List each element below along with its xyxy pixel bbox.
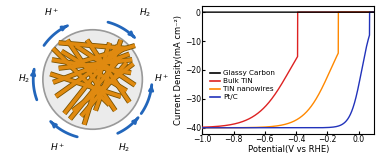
X-axis label: Potential(V vs RHE): Potential(V vs RHE)	[248, 145, 329, 154]
Text: $H^+$: $H^+$	[44, 6, 60, 17]
Text: $H^+$: $H^+$	[154, 73, 169, 84]
Text: $H_2$: $H_2$	[138, 7, 151, 19]
Text: $H^+$: $H^+$	[50, 142, 65, 153]
Text: $H_2$: $H_2$	[118, 141, 130, 154]
Circle shape	[43, 30, 143, 129]
Y-axis label: Current Density(mA cm⁻²): Current Density(mA cm⁻²)	[174, 15, 183, 125]
Legend: Glassy Carbon, Bulk TiN, TiN nanowires, Pt/C: Glassy Carbon, Bulk TiN, TiN nanowires, …	[209, 70, 276, 101]
Text: $H_2$: $H_2$	[17, 72, 30, 85]
